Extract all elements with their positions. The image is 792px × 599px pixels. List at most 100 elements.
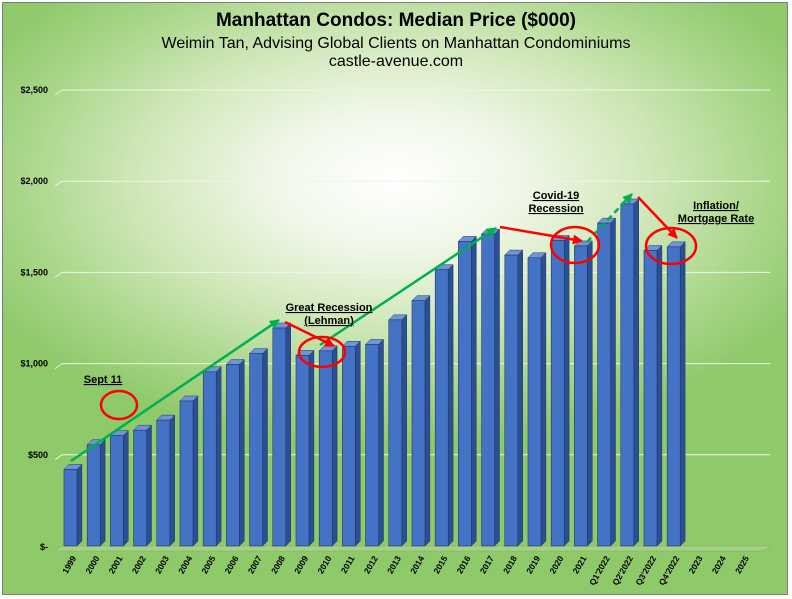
bar-front [388,319,403,547]
bar [504,249,524,547]
bar [86,439,106,547]
x-tick-label: 2002 [130,554,148,576]
x-tick-label: 2012 [362,554,380,576]
bar-side [146,424,152,547]
x-tick-label: 2000 [83,554,101,576]
x-tick-label: 2011 [339,554,357,575]
bar [388,314,408,547]
x-tick-label: 2019 [524,554,542,576]
bar-front [272,327,287,547]
x-tick-label: 2009 [292,554,310,576]
bar-side [169,414,175,547]
decline-arrow [637,196,678,239]
bar [411,295,431,547]
x-tick-label: 2008 [269,554,287,576]
bar-side [471,235,477,547]
bar [295,349,315,547]
y-tick-label: $1,500 [20,267,48,277]
bar-front [179,400,194,547]
bar [249,347,269,547]
bar-front [481,233,495,547]
chart-floor [54,545,771,552]
annotation-label: Inflation/ [693,200,739,212]
gridline-depth [54,89,63,96]
x-tick-label: 2005 [199,554,217,576]
y-tick-label: $500 [28,450,48,460]
gridline-depth [54,180,63,187]
bar-side [679,241,686,547]
x-tick-label: 2004 [176,554,194,576]
bar-side [401,314,407,547]
bar [597,217,617,547]
x-tick-label: 2018 [501,554,519,576]
bar [573,240,593,547]
bar-side [239,358,245,547]
bar-side [494,228,500,547]
annotation-label: Covid-19 [533,190,579,202]
bar [202,366,222,547]
highlight-circle [99,389,139,421]
bar [179,395,199,547]
bar [643,244,663,547]
bar [620,198,640,547]
bar-side [517,249,523,547]
y-tick-label: $2,500 [20,85,48,95]
bar [550,234,570,547]
bar-front [295,355,310,547]
gridline-depth [54,271,63,278]
x-tick-label: 2003 [153,554,171,576]
decline-arrow [284,320,335,348]
bar-side [123,430,129,547]
bar-front [156,419,171,547]
bar-front [342,345,356,547]
gridline-depth [54,363,63,370]
y-tick-label: $- [40,542,48,552]
bar-side [424,295,431,547]
bar-front [411,300,426,547]
bar [481,228,501,547]
bar-front [504,254,519,547]
bar-front [550,240,565,547]
bar-side [656,244,663,547]
trend-arrow [319,226,497,347]
x-tick-label: 2006 [223,554,241,576]
bar [225,358,245,547]
x-tick-label: Q3'2022 [633,554,658,587]
bar-side [76,463,83,547]
bar-front [318,350,333,547]
chart-title: Manhattan Condos: Median Price ($000) [215,10,576,31]
x-tick-label: 2024 [710,554,728,576]
x-tick-label: 2025 [733,554,751,576]
highlight-circle [644,226,698,266]
x-tick-label: 2021 [571,554,589,576]
x-tick-label: Q1'2022 [587,554,612,587]
annotation-label: Great Recession [286,302,373,314]
x-tick-label: 2015 [431,554,449,576]
bar-side [99,439,106,547]
y-tick-label: $1,000 [20,359,48,369]
bar-side [308,349,315,547]
bar-front [110,435,124,547]
bar [133,424,153,547]
x-tick-label: 2001 [107,554,125,576]
bar-side [355,340,361,547]
bar-side [563,234,570,547]
bar [63,463,83,547]
x-tick-label: 2016 [455,554,473,576]
bar [434,264,454,547]
bar-front [527,257,542,547]
bar [109,430,129,547]
bar-side [285,322,291,547]
y-tick-label: $2,000 [20,176,48,186]
annotation-label: Mortgage Rate [678,213,754,225]
bar [457,235,477,547]
bar-front [133,429,147,547]
bar-front [643,250,658,547]
bar-side [192,395,199,547]
bar [365,338,385,547]
bar-front [86,444,101,547]
bar-front [63,469,78,547]
annotation-label: Recession [528,203,583,215]
bar-front [574,245,588,547]
